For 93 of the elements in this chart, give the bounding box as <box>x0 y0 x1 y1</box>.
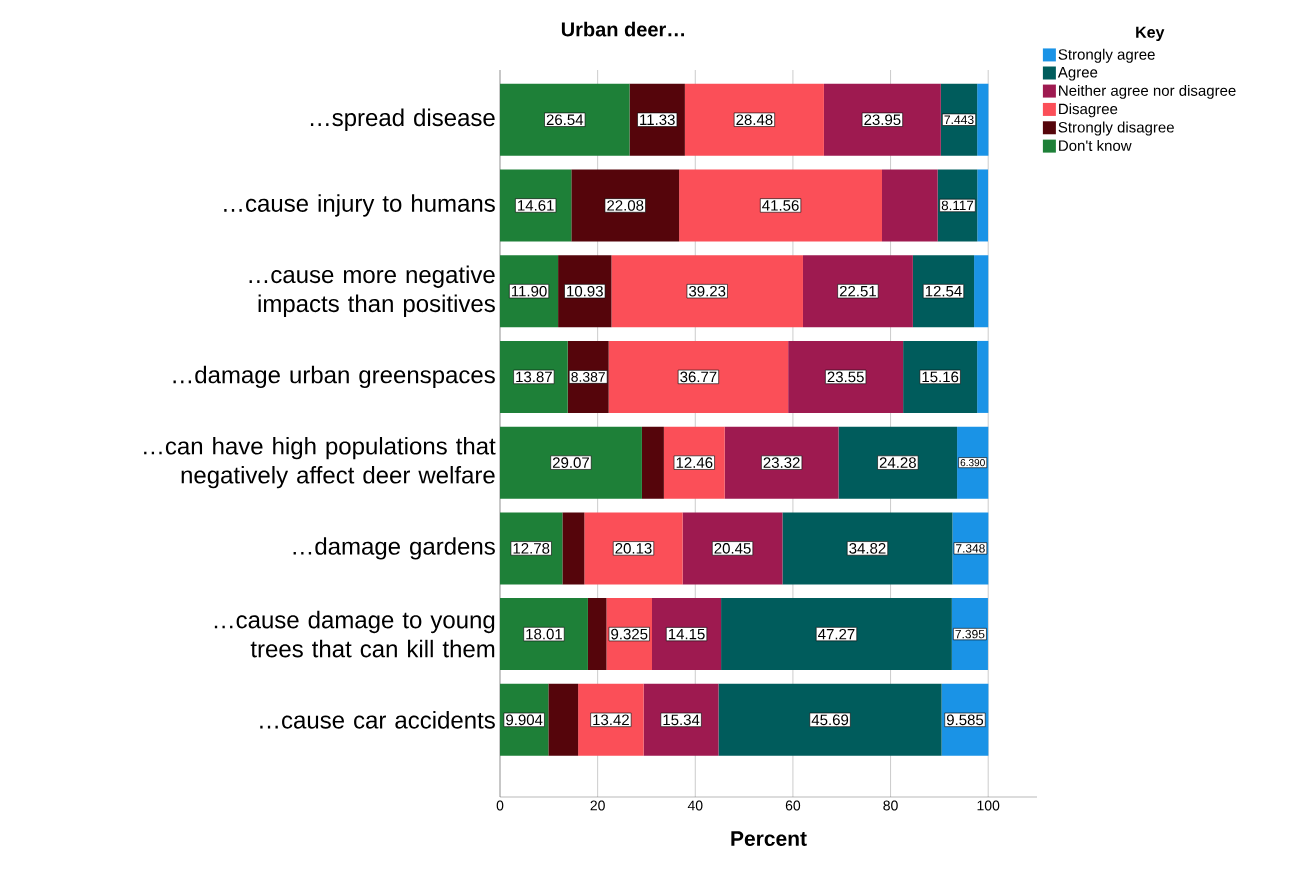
x-tick-label: 0 <box>496 800 504 811</box>
data-label: 20.13 <box>615 543 652 554</box>
x-tick-label: 20 <box>590 800 605 811</box>
data-label: 9.585 <box>946 714 984 726</box>
y-tick-label: …can have high populations that negatively affect deer welfare <box>144 436 496 489</box>
data-label: 12.46 <box>676 457 713 468</box>
bar <box>679 169 883 242</box>
bar <box>500 340 568 413</box>
data-label: 10.93 <box>567 285 603 297</box>
legend-label: Disagree <box>1059 103 1118 118</box>
data-label: 15.34 <box>663 714 700 726</box>
x-axis-title: Percent <box>731 831 807 846</box>
bar <box>587 598 607 671</box>
data-label: 39.23 <box>689 285 726 297</box>
bar <box>974 255 989 328</box>
data-label: 9.904 <box>506 714 543 726</box>
data-label: 12.54 <box>925 285 962 297</box>
data-label: 13.42 <box>593 714 629 726</box>
data-label: 23.55 <box>827 371 864 383</box>
bar <box>823 83 941 156</box>
legend-label: Don't know <box>1059 139 1132 151</box>
y-tick-label: …spread disease <box>310 108 495 131</box>
y-tick-label: …cause more negative impacts than positives <box>249 265 495 317</box>
legend-label: Strongly disagree <box>1058 121 1174 136</box>
x-tick-label: 60 <box>785 800 801 811</box>
data-label: 36.77 <box>680 371 717 383</box>
data-label: 8.387 <box>571 371 605 382</box>
bar <box>977 340 989 413</box>
bar <box>652 598 722 671</box>
data-label: 23.95 <box>864 114 901 126</box>
bar <box>682 512 783 585</box>
bar <box>584 512 683 585</box>
data-label: 12.78 <box>513 543 550 554</box>
data-label: 24.28 <box>879 457 916 468</box>
bar <box>608 340 789 413</box>
data-label: 23.32 <box>763 457 800 468</box>
chart-title: Urban deer… <box>561 21 685 37</box>
data-label: 26.54 <box>546 114 584 126</box>
bar <box>782 512 953 585</box>
legend-label: Agree <box>1057 67 1098 81</box>
legend-title: Key <box>1136 26 1165 42</box>
bar <box>724 426 839 499</box>
data-label: 47.27 <box>818 628 855 640</box>
bar <box>802 255 913 328</box>
bar <box>788 340 904 413</box>
data-label: 15.16 <box>922 371 959 383</box>
data-label: 7.395 <box>955 629 985 639</box>
bar <box>882 169 938 242</box>
data-label: 13.87 <box>516 371 552 383</box>
bar <box>903 340 978 413</box>
bar <box>611 255 803 328</box>
data-label: 8.117 <box>941 200 974 211</box>
bar <box>500 83 630 156</box>
bar <box>643 683 719 756</box>
data-label: 14.15 <box>668 628 705 640</box>
x-tick-label: 40 <box>687 800 703 811</box>
data-label: 7.348 <box>956 544 985 553</box>
data-label: 41.56 <box>762 200 799 211</box>
y-tick-label: …cause damage to young trees that can kill them <box>214 610 495 658</box>
y-tick-label: …cause injury to humans <box>224 194 495 217</box>
bar <box>684 83 824 156</box>
legend-label: Strongly agree <box>1058 48 1155 63</box>
bar <box>718 683 942 756</box>
data-label: 6.390 <box>960 459 985 467</box>
data-label: 22.51 <box>839 285 876 297</box>
data-label: 22.08 <box>607 200 644 211</box>
bar <box>500 598 588 671</box>
x-tick-label: 80 <box>883 800 898 811</box>
bar <box>571 169 680 242</box>
bar <box>548 683 579 756</box>
data-label: 28.48 <box>736 114 773 126</box>
bar <box>977 169 989 242</box>
bar <box>838 426 958 499</box>
data-label: 18.01 <box>526 628 562 640</box>
data-label: 9.325 <box>611 628 648 640</box>
data-label: 14.61 <box>518 200 554 211</box>
legend-label: Neither agree nor disagree <box>1059 84 1236 99</box>
y-tick-label: …cause car accidents <box>260 711 495 729</box>
y-tick-label: …damage gardens <box>293 537 495 560</box>
data-label: 45.69 <box>811 714 849 726</box>
bar <box>641 426 664 499</box>
data-label: 34.82 <box>849 543 886 554</box>
bar <box>562 512 585 585</box>
data-label: 7.443 <box>944 115 974 125</box>
bar <box>500 426 642 499</box>
bar <box>977 83 989 156</box>
data-label: 11.90 <box>511 285 547 297</box>
data-label: 29.07 <box>552 457 589 468</box>
x-tick-label: 100 <box>977 800 1000 811</box>
data-label: 20.45 <box>714 543 751 554</box>
data-label: 11.33 <box>640 114 675 126</box>
bar <box>721 598 952 671</box>
y-tick-label: …damage urban greenspaces <box>173 365 495 389</box>
